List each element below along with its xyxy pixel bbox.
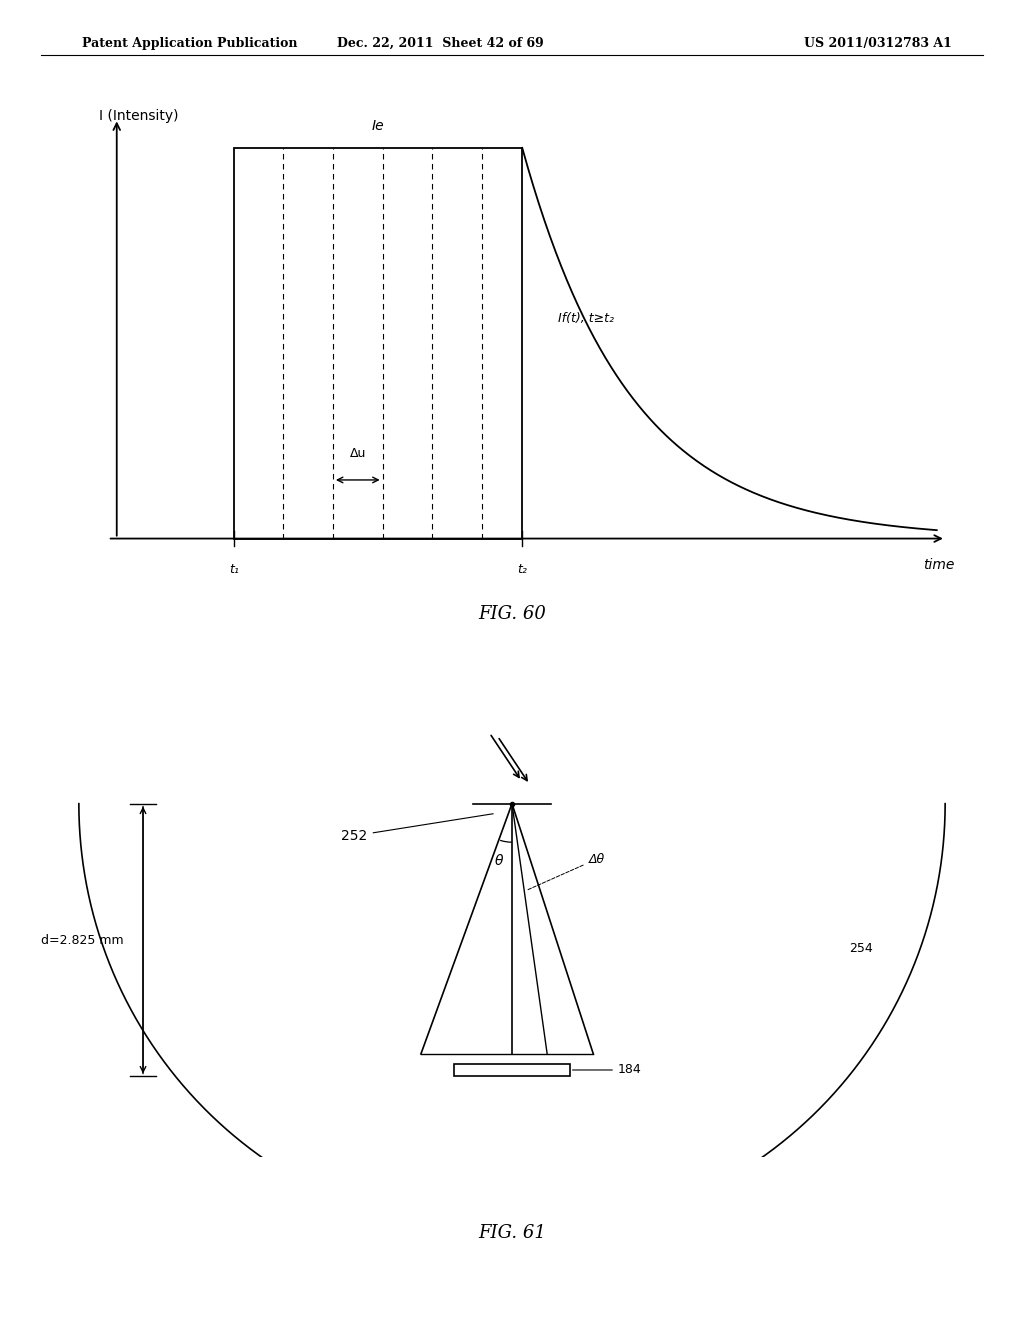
Text: time: time — [924, 558, 954, 572]
Text: 184: 184 — [572, 1064, 642, 1077]
Text: θ: θ — [495, 854, 504, 869]
Text: Δθ: Δθ — [527, 853, 604, 890]
Text: FIG. 60: FIG. 60 — [478, 605, 546, 623]
Text: 252: 252 — [341, 813, 494, 842]
Text: US 2011/0312783 A1: US 2011/0312783 A1 — [805, 37, 952, 50]
Bar — [455, 1064, 569, 1076]
Text: Δu: Δu — [349, 447, 366, 461]
Text: t₂: t₂ — [517, 562, 527, 576]
Text: t₁: t₁ — [229, 562, 239, 576]
Text: d=2.825 mm: d=2.825 mm — [41, 933, 124, 946]
Text: Dec. 22, 2011  Sheet 42 of 69: Dec. 22, 2011 Sheet 42 of 69 — [337, 37, 544, 50]
Bar — [233, 148, 522, 539]
Text: 254: 254 — [849, 941, 872, 954]
Text: Patent Application Publication: Patent Application Publication — [82, 37, 297, 50]
Text: FIG. 61: FIG. 61 — [478, 1224, 546, 1242]
Text: Ie: Ie — [372, 119, 384, 133]
Text: If(t), t≥t₂: If(t), t≥t₂ — [558, 313, 614, 325]
Text: I (Intensity): I (Intensity) — [98, 108, 178, 123]
